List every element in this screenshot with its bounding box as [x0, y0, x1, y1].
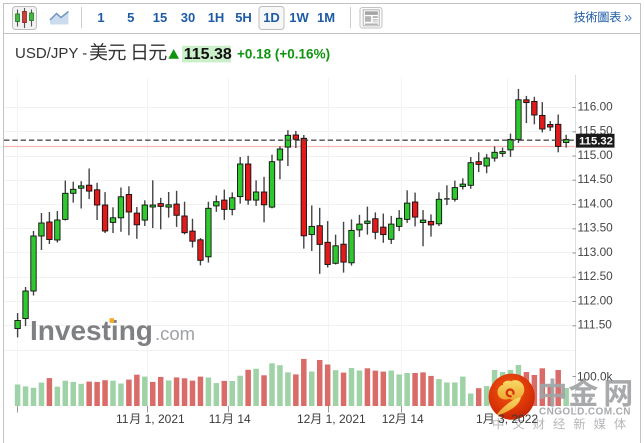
svg-text:112.50: 112.50	[578, 269, 614, 283]
svg-text:114.00: 114.00	[578, 196, 614, 210]
svg-text:.com: .com	[155, 323, 195, 344]
svg-text:»: »	[624, 10, 632, 26]
svg-text:114.50: 114.50	[578, 172, 614, 186]
svg-text:113.50: 113.50	[578, 221, 614, 235]
svg-text:USD/JPY -: USD/JPY -	[15, 45, 87, 62]
svg-text:116.00: 116.00	[578, 99, 614, 113]
svg-text:CNGOLD.COM.CN: CNGOLD.COM.CN	[539, 407, 631, 418]
svg-text:112.00: 112.00	[578, 293, 614, 307]
svg-text:115.00: 115.00	[578, 148, 614, 162]
svg-text:12: 12	[382, 412, 396, 426]
svg-text:1: 1	[476, 412, 483, 426]
svg-text:1H: 1H	[208, 10, 225, 25]
svg-text:1W: 1W	[289, 10, 309, 25]
svg-text:1, 2021: 1, 2021	[141, 412, 185, 426]
svg-text:11: 11	[209, 412, 222, 426]
svg-text:3, 2022: 3, 2022	[495, 412, 539, 426]
svg-text:1M: 1M	[317, 10, 335, 25]
svg-text:14: 14	[234, 412, 251, 426]
svg-text:5H: 5H	[235, 10, 252, 25]
svg-text:14: 14	[407, 412, 424, 426]
svg-text:113.00: 113.00	[578, 245, 614, 259]
svg-text:+0.18 (+0.16%): +0.18 (+0.16%)	[237, 47, 330, 62]
svg-text:1D: 1D	[263, 10, 280, 25]
svg-text:Investing: Investing	[30, 315, 153, 346]
svg-text:5: 5	[127, 10, 134, 25]
svg-text:1, 2021: 1, 2021	[322, 412, 366, 426]
svg-text:11: 11	[116, 412, 129, 426]
svg-text:115.32: 115.32	[579, 136, 613, 148]
svg-text:1: 1	[97, 10, 104, 25]
svg-text:12: 12	[297, 412, 311, 426]
svg-text:30: 30	[181, 10, 195, 25]
svg-text:111.50: 111.50	[578, 318, 613, 332]
svg-text:15: 15	[153, 10, 167, 25]
svg-text:115.38: 115.38	[184, 46, 232, 63]
svg-text:100.0k: 100.0k	[577, 369, 613, 383]
